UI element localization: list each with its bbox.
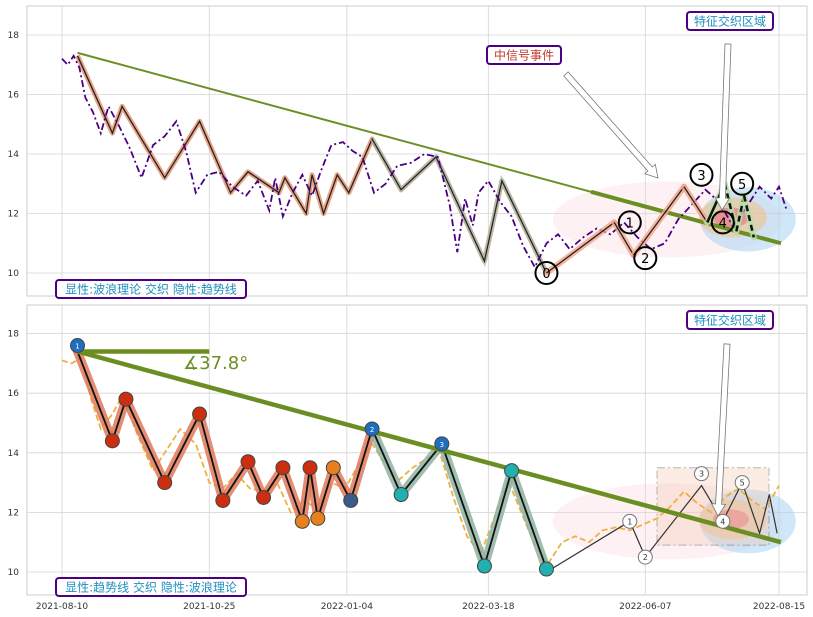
trend-marker bbox=[302, 460, 318, 476]
trend-marker bbox=[104, 433, 120, 449]
y-tick-label: 16 bbox=[8, 91, 20, 101]
trend-marker-number: 1 bbox=[75, 343, 79, 351]
signal-event-label: 中信号事件 bbox=[494, 48, 554, 63]
trend-marker bbox=[240, 454, 256, 470]
x-tick-label: 2022-03-18 bbox=[462, 602, 515, 612]
trend-marker bbox=[275, 460, 291, 476]
feature-zone-arrow bbox=[714, 43, 732, 211]
wave-label: 4 bbox=[719, 216, 727, 231]
x-tick-label: 2022-01-04 bbox=[321, 602, 374, 612]
x-tick-label: 2022-08-15 bbox=[753, 602, 805, 612]
trend-marker bbox=[325, 460, 341, 476]
trend-marker bbox=[343, 492, 359, 508]
wave-segment bbox=[742, 195, 756, 238]
wave-label-circle bbox=[633, 246, 658, 271]
wave-path-late bbox=[371, 138, 548, 274]
wave-label: 4 bbox=[720, 517, 725, 526]
trend-marker bbox=[256, 490, 272, 505]
wave-label: 5 bbox=[738, 178, 746, 193]
bottom-caption: 显性:趋势线 交织 隐性:波浪理论 bbox=[65, 580, 237, 595]
trend-marker bbox=[538, 561, 554, 577]
wave-label-circle bbox=[710, 210, 735, 235]
y-tick-label: 12 bbox=[8, 508, 19, 518]
trend-marker bbox=[434, 436, 450, 452]
angle-label: ∡37.8° bbox=[183, 353, 248, 374]
wave-label-circle bbox=[734, 475, 750, 491]
signal-event-label-box bbox=[486, 45, 562, 65]
feature-zone-label: 特征交织区域 bbox=[694, 14, 766, 29]
signal-event-arrow bbox=[563, 71, 659, 179]
top-caption-box bbox=[55, 279, 247, 299]
top-caption: 显性:波浪理论 交织 隐性:趋势线 bbox=[65, 282, 237, 297]
wave-label-circle bbox=[622, 513, 638, 529]
x-tick-label: 2022-06-07 bbox=[619, 602, 671, 612]
y-tick-label: 10 bbox=[8, 568, 20, 578]
y-tick-label: 18 bbox=[8, 31, 20, 41]
wave-label: 1 bbox=[627, 517, 632, 526]
wave-label: 1 bbox=[626, 216, 634, 231]
wave-label: 5 bbox=[740, 479, 745, 488]
y-tick-label: 14 bbox=[8, 449, 20, 459]
feature-zone-label: 特征交织区域 bbox=[694, 313, 766, 328]
y-tick-label: 18 bbox=[8, 330, 20, 340]
trend-marker bbox=[215, 492, 231, 508]
trend-marker bbox=[192, 406, 208, 422]
wave-label-circle bbox=[637, 549, 653, 565]
wave-segment bbox=[683, 186, 708, 223]
price-line bbox=[61, 355, 780, 565]
trend-marker bbox=[364, 421, 380, 437]
wave-label-circle bbox=[617, 210, 642, 235]
wave-label-circle bbox=[715, 513, 731, 529]
trend-marker bbox=[157, 475, 173, 491]
y-tick-label: 10 bbox=[8, 269, 20, 279]
wave-label: 2 bbox=[643, 553, 648, 562]
y-tick-label: 12 bbox=[8, 210, 19, 220]
trend-marker bbox=[310, 510, 326, 526]
trend-marker bbox=[504, 463, 520, 479]
wave-label: 2 bbox=[641, 252, 649, 267]
trendline bbox=[76, 349, 782, 545]
x-tick-label: 2021-10-25 bbox=[183, 602, 235, 612]
wave-label-circle bbox=[534, 261, 559, 285]
trendline-active bbox=[590, 189, 782, 246]
wave-label: 3 bbox=[697, 169, 705, 184]
wave-label-circle bbox=[689, 162, 714, 187]
wave-segment bbox=[613, 222, 635, 256]
trend-marker bbox=[294, 513, 310, 529]
plot-area bbox=[26, 5, 808, 297]
wave-label: 3 bbox=[699, 470, 704, 479]
feature-zone-label-box bbox=[686, 310, 774, 330]
trend-marker bbox=[393, 487, 409, 503]
feature-zone-arrow bbox=[710, 343, 731, 517]
trend-marker-number: 3 bbox=[440, 441, 444, 449]
y-tick-label: 14 bbox=[8, 150, 20, 160]
x-tick-label: 2021-08-10 bbox=[36, 602, 89, 612]
trend-path bbox=[76, 351, 548, 570]
wave-label: 0 bbox=[542, 267, 550, 282]
wave-segment bbox=[546, 221, 615, 274]
bottom-caption-box bbox=[55, 577, 247, 597]
trend-marker-number: 2 bbox=[370, 426, 374, 434]
wave-label-circle bbox=[693, 466, 709, 482]
y-tick-label: 16 bbox=[8, 389, 20, 399]
trend-marker bbox=[118, 391, 134, 407]
wave-segment bbox=[633, 186, 685, 256]
feature-zone-label-box bbox=[686, 11, 774, 31]
trend-marker bbox=[70, 338, 86, 354]
trend-marker bbox=[476, 558, 492, 574]
wave-label-circle bbox=[730, 171, 755, 196]
